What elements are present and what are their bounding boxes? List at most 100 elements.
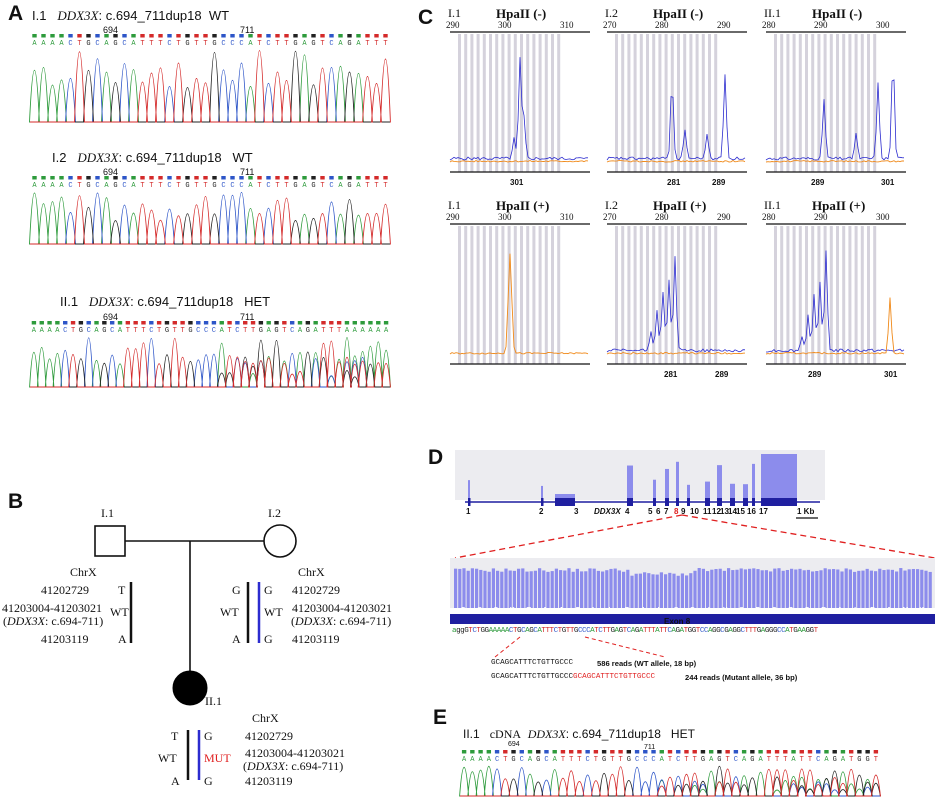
base-marker bbox=[360, 321, 365, 325]
base-marker bbox=[336, 321, 342, 325]
exon-block bbox=[743, 498, 748, 506]
nucleotide: T bbox=[752, 627, 758, 635]
base-marker bbox=[293, 176, 298, 180]
nucleotide: C bbox=[472, 627, 477, 635]
coverage-bar bbox=[693, 570, 697, 608]
bin-bar bbox=[501, 34, 505, 172]
bin-bar bbox=[805, 226, 808, 364]
base-letter: T bbox=[203, 182, 207, 190]
axis-tick: 310 bbox=[560, 20, 574, 30]
orange-trace bbox=[765, 297, 905, 355]
base-marker bbox=[78, 321, 84, 325]
base-marker bbox=[31, 321, 37, 325]
base-letter: A bbox=[462, 756, 467, 764]
bin-bar bbox=[683, 226, 687, 364]
base-letter: A bbox=[32, 40, 37, 48]
base-letter: A bbox=[298, 327, 303, 335]
base-letter: A bbox=[528, 756, 533, 764]
coverage-bar bbox=[899, 568, 903, 608]
axis-tick: 270 bbox=[603, 20, 617, 30]
hpaii-label: HpaII (+) bbox=[812, 198, 866, 213]
exon-block bbox=[541, 498, 544, 506]
bin-bar bbox=[792, 226, 796, 364]
base-marker bbox=[344, 321, 350, 325]
base-letter: C bbox=[290, 327, 294, 335]
gene-label: DDX3X bbox=[88, 294, 131, 309]
base-letter: T bbox=[157, 327, 161, 335]
amino-acid: L bbox=[608, 607, 613, 614]
base-letter: T bbox=[158, 40, 162, 48]
amino-acid: L bbox=[854, 607, 859, 614]
base-letter: C bbox=[544, 756, 548, 764]
base-letter: T bbox=[134, 327, 138, 335]
bin-bar bbox=[621, 226, 625, 364]
gene-label: DDX3X bbox=[77, 150, 119, 165]
exon-block bbox=[468, 498, 471, 506]
base-letter: A bbox=[384, 327, 389, 335]
base-marker bbox=[527, 750, 533, 754]
ii1-pos3: 41203119 bbox=[245, 774, 293, 788]
nucleotide: G bbox=[529, 627, 534, 635]
amino-acid: A bbox=[837, 607, 843, 614]
axis-tick: 290 bbox=[814, 212, 828, 222]
bin-bar bbox=[520, 226, 523, 364]
base-letter: A bbox=[824, 756, 829, 764]
nucleotide: G bbox=[724, 627, 729, 635]
coverage-bar bbox=[701, 568, 705, 608]
base-marker bbox=[266, 34, 271, 38]
base-letter: G bbox=[627, 756, 631, 764]
bin-bar bbox=[848, 226, 852, 364]
bin-bar bbox=[708, 34, 711, 172]
base-letter: T bbox=[275, 40, 279, 48]
nucleotide: G bbox=[768, 627, 774, 635]
base-letter: T bbox=[149, 40, 153, 48]
i2-left-allele2: WT bbox=[220, 605, 239, 619]
base-letter: A bbox=[302, 182, 307, 190]
coverage-bar bbox=[890, 569, 894, 608]
base-letter: A bbox=[353, 327, 358, 335]
base-letter: C bbox=[676, 756, 680, 764]
bin-bar bbox=[848, 34, 852, 172]
bin-bar bbox=[538, 34, 542, 172]
nucleotide: T bbox=[557, 627, 563, 635]
bin-bar bbox=[633, 226, 637, 364]
base-marker bbox=[167, 34, 172, 38]
coverage-bar bbox=[659, 572, 663, 608]
exon-block bbox=[665, 498, 669, 506]
nucleotide: G bbox=[772, 627, 778, 635]
bin-bar bbox=[482, 226, 486, 364]
nucleotide: g bbox=[460, 627, 465, 635]
axis-tick: 300 bbox=[876, 212, 890, 222]
base-marker bbox=[39, 321, 44, 325]
i2-pos1: 41202729 bbox=[292, 583, 340, 597]
nucleotide: G bbox=[634, 627, 640, 635]
bin-bar bbox=[551, 226, 554, 364]
base-letter: T bbox=[149, 182, 153, 190]
chrx-label: ChrX bbox=[252, 711, 279, 725]
amino-acid: G bbox=[493, 607, 499, 614]
status-label: WT bbox=[208, 8, 230, 23]
base-marker bbox=[77, 176, 82, 180]
base-letter: G bbox=[79, 327, 83, 335]
base-marker bbox=[626, 750, 632, 754]
nucleotide: G bbox=[691, 627, 697, 635]
nucleotide: G bbox=[610, 627, 615, 635]
bin-bar bbox=[689, 34, 693, 172]
base-marker bbox=[634, 750, 640, 754]
base-letter: T bbox=[577, 756, 581, 764]
base-letter: T bbox=[374, 182, 378, 190]
base-marker bbox=[180, 321, 185, 325]
nucleotide: C bbox=[582, 627, 587, 635]
nucleotide: G bbox=[716, 627, 721, 635]
coverage-bar bbox=[554, 568, 558, 608]
coverage-bar bbox=[756, 569, 760, 608]
base-marker bbox=[266, 321, 271, 325]
nucleotide: C bbox=[586, 627, 591, 635]
base-letter: C bbox=[204, 327, 208, 335]
nucleotide: C bbox=[553, 627, 559, 635]
base-letter: T bbox=[158, 182, 162, 190]
bin-bar bbox=[811, 34, 815, 172]
base-letter: T bbox=[194, 182, 198, 190]
nucleotide: A bbox=[638, 627, 644, 635]
amino-acid: S bbox=[477, 607, 482, 614]
